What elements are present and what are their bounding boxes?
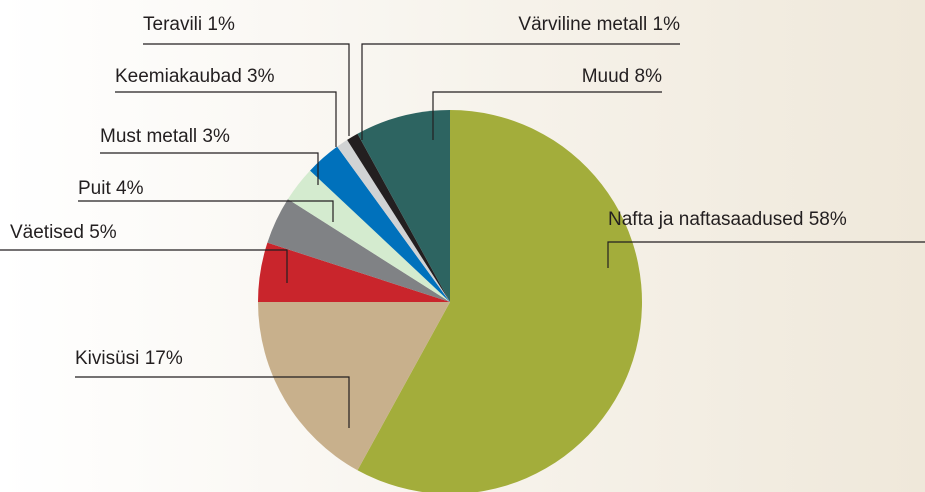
pie-slice — [337, 139, 450, 302]
leader-line — [115, 91, 337, 147]
pie-slice — [258, 242, 450, 302]
slice-value: 8% — [635, 66, 663, 87]
slice-name: Värviline metall — [518, 14, 647, 35]
slice-label: Värviline metall 1% — [518, 14, 680, 35]
leader-line — [100, 152, 319, 185]
pie-slice — [357, 110, 450, 302]
slice-label: Keemiakaubad 3% — [115, 66, 275, 87]
slice-name: Must metall — [100, 126, 197, 147]
slice-value: 5% — [89, 222, 117, 243]
pie-slice — [347, 133, 450, 302]
slice-value: 58% — [809, 209, 847, 230]
slice-name: Teravili — [143, 14, 202, 35]
pie-slice — [258, 302, 450, 471]
slice-value: 4% — [116, 178, 144, 199]
slice-name: Nafta ja naftasaadused — [608, 209, 803, 230]
slice-label: Puit 4% — [78, 178, 144, 199]
pie-slice — [267, 199, 450, 302]
slice-value: 3% — [202, 126, 230, 147]
pie-slice — [357, 110, 642, 492]
slice-name: Muud — [582, 66, 630, 87]
leader-line — [75, 376, 350, 428]
slice-value: 3% — [247, 66, 275, 87]
leader-line — [607, 241, 925, 268]
slice-label: Muud 8% — [582, 66, 662, 87]
slice-label: Teravili 1% — [143, 14, 235, 35]
slice-name: Väetised — [10, 222, 84, 243]
leader-line — [361, 43, 680, 140]
pie-slice — [287, 170, 450, 302]
slice-label: Väetised 5% — [10, 222, 117, 243]
slice-label: Nafta ja naftasaadused 58% — [608, 209, 847, 230]
slice-value: 1% — [653, 14, 681, 35]
slice-label: Kivisüsi 17% — [75, 348, 183, 369]
pie-slice — [310, 146, 450, 302]
slice-name: Keemiakaubad — [115, 66, 242, 87]
leader-line — [143, 43, 350, 136]
leader-line — [0, 249, 288, 283]
leader-line — [78, 200, 334, 222]
slice-name: Kivisüsi — [75, 348, 139, 369]
slice-name: Puit — [78, 178, 111, 199]
slice-value: 17% — [145, 348, 183, 369]
slice-label: Must metall 3% — [100, 126, 230, 147]
slice-value: 1% — [207, 14, 235, 35]
leader-line — [432, 91, 662, 140]
